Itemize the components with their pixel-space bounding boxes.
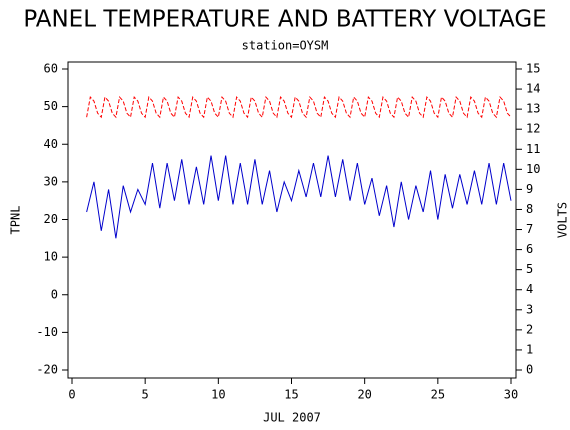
y2-tick-label: 13 — [526, 102, 540, 116]
x-tick-label: 10 — [211, 388, 225, 402]
x-tick-label: 25 — [431, 388, 445, 402]
y-tick-label: 0 — [51, 287, 58, 301]
series-line — [86, 155, 512, 239]
y-tick-label: -20 — [36, 363, 58, 377]
x-tick-label: 30 — [504, 388, 518, 402]
y2-tick-label: 7 — [526, 222, 533, 236]
x-axis-label: JUL 2007 — [263, 411, 321, 425]
y2-tick-label: 12 — [526, 122, 540, 136]
x-tick-label: 15 — [284, 388, 298, 402]
series-line — [86, 96, 512, 119]
y-tick-label: 40 — [44, 137, 58, 151]
y-tick-label: -10 — [36, 325, 58, 339]
x-tick-label: 0 — [68, 388, 75, 402]
y2-tick-label: 1 — [526, 342, 533, 356]
y2-tick-label: 3 — [526, 302, 533, 316]
y2-tick-label: 2 — [526, 322, 533, 336]
y-axis-label: TPNL — [9, 206, 23, 235]
chart-subtitle: station=OYSM — [242, 39, 329, 53]
y2-tick-label: 5 — [526, 262, 533, 276]
chart-title: PANEL TEMPERATURE AND BATTERY VOLTAGE — [23, 7, 546, 33]
y-tick-label: 10 — [44, 250, 58, 264]
plot-frame — [67, 61, 517, 379]
y2-tick-label: 0 — [526, 363, 533, 377]
y2-tick-label: 15 — [526, 62, 540, 76]
x-tick-label: 20 — [357, 388, 371, 402]
y2-axis-label: VOLTS — [556, 202, 570, 238]
y2-tick-label: 11 — [526, 142, 540, 156]
y-tick-label: 30 — [44, 174, 58, 188]
y2-tick-label: 8 — [526, 202, 533, 216]
y-tick-label: 50 — [44, 99, 58, 113]
y2-tick-label: 9 — [526, 182, 533, 196]
y2-tick-label: 14 — [526, 82, 540, 96]
y2-tick-label: 4 — [526, 282, 533, 296]
y-tick-label: 60 — [44, 62, 58, 76]
y2-tick-label: 10 — [526, 162, 540, 176]
x-tick-label: 5 — [142, 388, 149, 402]
y2-tick-label: 6 — [526, 242, 533, 256]
y-tick-label: 20 — [44, 212, 58, 226]
